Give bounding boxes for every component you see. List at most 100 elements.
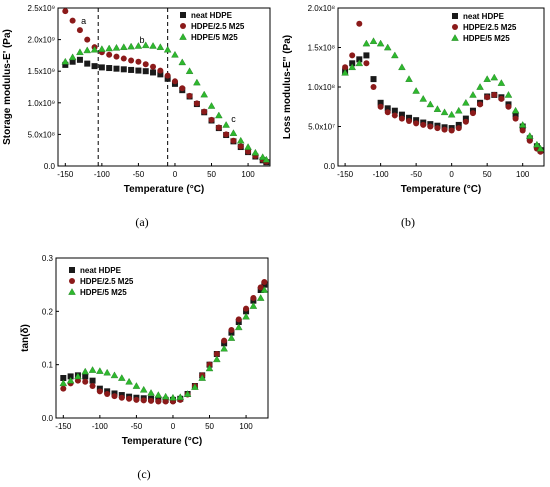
- data-point-triangle: [74, 372, 82, 380]
- data-point-circle: [221, 337, 228, 344]
- data-point-circle: [477, 101, 484, 108]
- data-point-circle: [135, 58, 142, 65]
- data-point-square: [406, 114, 413, 121]
- x-tick-label: 50: [483, 170, 492, 179]
- panel-a-annotations: a b c: [81, 16, 236, 124]
- data-point-triangle: [198, 374, 207, 381]
- data-point-circle: [257, 284, 264, 291]
- data-point-triangle: [139, 385, 148, 393]
- data-point-circle: [150, 63, 157, 70]
- region-label: b: [140, 35, 145, 45]
- panel-c-x-ticks: -150 -100 -50 0 50 100: [55, 415, 253, 431]
- data-point-circle: [213, 351, 220, 357]
- y-tick-label: 0.1: [42, 361, 54, 370]
- data-point-square: [89, 377, 96, 384]
- y-tick-label: 0.0: [44, 162, 56, 171]
- x-tick-label: 50: [205, 422, 214, 431]
- data-point-circle: [201, 108, 208, 115]
- data-point-circle: [186, 92, 193, 99]
- data-point-circle: [391, 112, 398, 119]
- data-point-triangle: [147, 389, 155, 396]
- y-tick-label: 1.5x10⁹: [28, 67, 55, 76]
- panel-a-xlabel: Temperature (°C): [124, 184, 205, 195]
- data-point-triangle: [141, 41, 150, 49]
- data-point-triangle: [149, 42, 157, 49]
- data-point-circle: [526, 137, 533, 144]
- data-point-triangle: [518, 121, 527, 128]
- data-point-triangle: [88, 366, 97, 373]
- data-point-square: [398, 111, 405, 118]
- data-point-triangle: [362, 39, 371, 47]
- data-point-triangle: [81, 367, 90, 375]
- data-point-triangle: [376, 39, 385, 47]
- data-point-square: [128, 66, 135, 73]
- data-point-triangle: [83, 46, 92, 54]
- data-point-triangle: [433, 105, 442, 112]
- panel-c-caption: (c): [137, 467, 150, 481]
- data-point-triangle: [127, 42, 135, 50]
- data-point-triangle: [134, 42, 143, 49]
- y-tick-label: 0.0: [324, 162, 336, 171]
- data-point-triangle: [205, 364, 214, 372]
- y-tick-label: 5.0x10⁸: [28, 130, 55, 139]
- panel-a-legend: neat HDPE HDPE/2.5 M25 HDPE/5 M25: [179, 11, 245, 42]
- data-point-triangle: [341, 68, 349, 76]
- data-point-triangle: [191, 383, 199, 390]
- data-point-triangle: [105, 44, 113, 52]
- panel-a-frame: [57, 7, 271, 167]
- legend-label: neat HDPE: [191, 11, 233, 20]
- data-point-circle: [427, 123, 434, 130]
- data-point-square: [62, 61, 69, 68]
- data-point-circle: [128, 57, 135, 64]
- data-point-square: [349, 60, 356, 67]
- legend-marker-square: [69, 267, 75, 273]
- data-point-triangle: [405, 75, 413, 82]
- panel-b-y-ticks: 0.0 5.0x10⁷ 1.0x10⁸ 1.5x10⁸ 2.0x10⁸: [308, 4, 341, 171]
- y-tick-label: 2.0x10⁸: [308, 4, 335, 13]
- data-point-triangle: [476, 83, 484, 90]
- data-point-triangle: [440, 108, 449, 116]
- y-tick-label: 2.0x10⁹: [28, 36, 55, 45]
- data-point-circle: [398, 115, 405, 122]
- data-point-circle: [519, 127, 526, 134]
- data-point-circle: [512, 115, 519, 122]
- panel-c-ylabel: tan(δ): [20, 324, 31, 352]
- data-point-circle: [157, 67, 164, 74]
- legend-marker-triangle: [179, 33, 187, 40]
- data-point-triangle: [176, 393, 185, 400]
- data-point-triangle: [249, 302, 258, 309]
- data-point-triangle: [103, 368, 111, 376]
- data-point-circle: [261, 279, 268, 285]
- x-tick-label: 0: [449, 170, 454, 179]
- data-point-triangle: [119, 43, 128, 50]
- x-tick-label: 100: [239, 422, 253, 431]
- data-point-triangle: [207, 102, 216, 109]
- data-point-circle: [448, 127, 455, 134]
- data-point-circle: [171, 78, 178, 85]
- data-point-triangle: [242, 312, 250, 320]
- data-point-triangle: [68, 53, 77, 61]
- data-point-circle: [356, 20, 363, 27]
- x-tick-label: 0: [171, 422, 176, 431]
- data-point-circle: [113, 53, 120, 60]
- data-point-square: [356, 56, 363, 63]
- data-point-triangle: [112, 43, 121, 51]
- data-point-square: [113, 65, 120, 72]
- data-point-circle: [370, 84, 377, 90]
- y-tick-label: 1.0x10⁸: [308, 83, 335, 92]
- panel-a-y-ticks: 0.0 5.0x10⁸ 1.0x10⁹ 1.5x10⁹ 2.0x10⁹ 2.5x10⁹: [28, 4, 61, 171]
- data-point-square: [370, 76, 377, 83]
- x-tick-label: -100: [92, 422, 109, 431]
- y-tick-label: 5.0x10⁷: [308, 123, 335, 132]
- data-point-triangle: [98, 45, 106, 52]
- region-label: a: [81, 16, 86, 26]
- data-point-triangle: [536, 144, 545, 152]
- y-tick-label: 0.2: [42, 307, 54, 316]
- data-point-square: [384, 105, 391, 112]
- panel-a-x-ticks: -150 -100 -50 0 50 100: [57, 163, 255, 179]
- panel-a-points: [61, 8, 271, 166]
- data-point-circle: [406, 117, 413, 124]
- legend-label: neat HDPE: [463, 12, 505, 21]
- legend-label: HDPE/5 M25: [463, 34, 510, 43]
- data-point-triangle: [447, 110, 456, 118]
